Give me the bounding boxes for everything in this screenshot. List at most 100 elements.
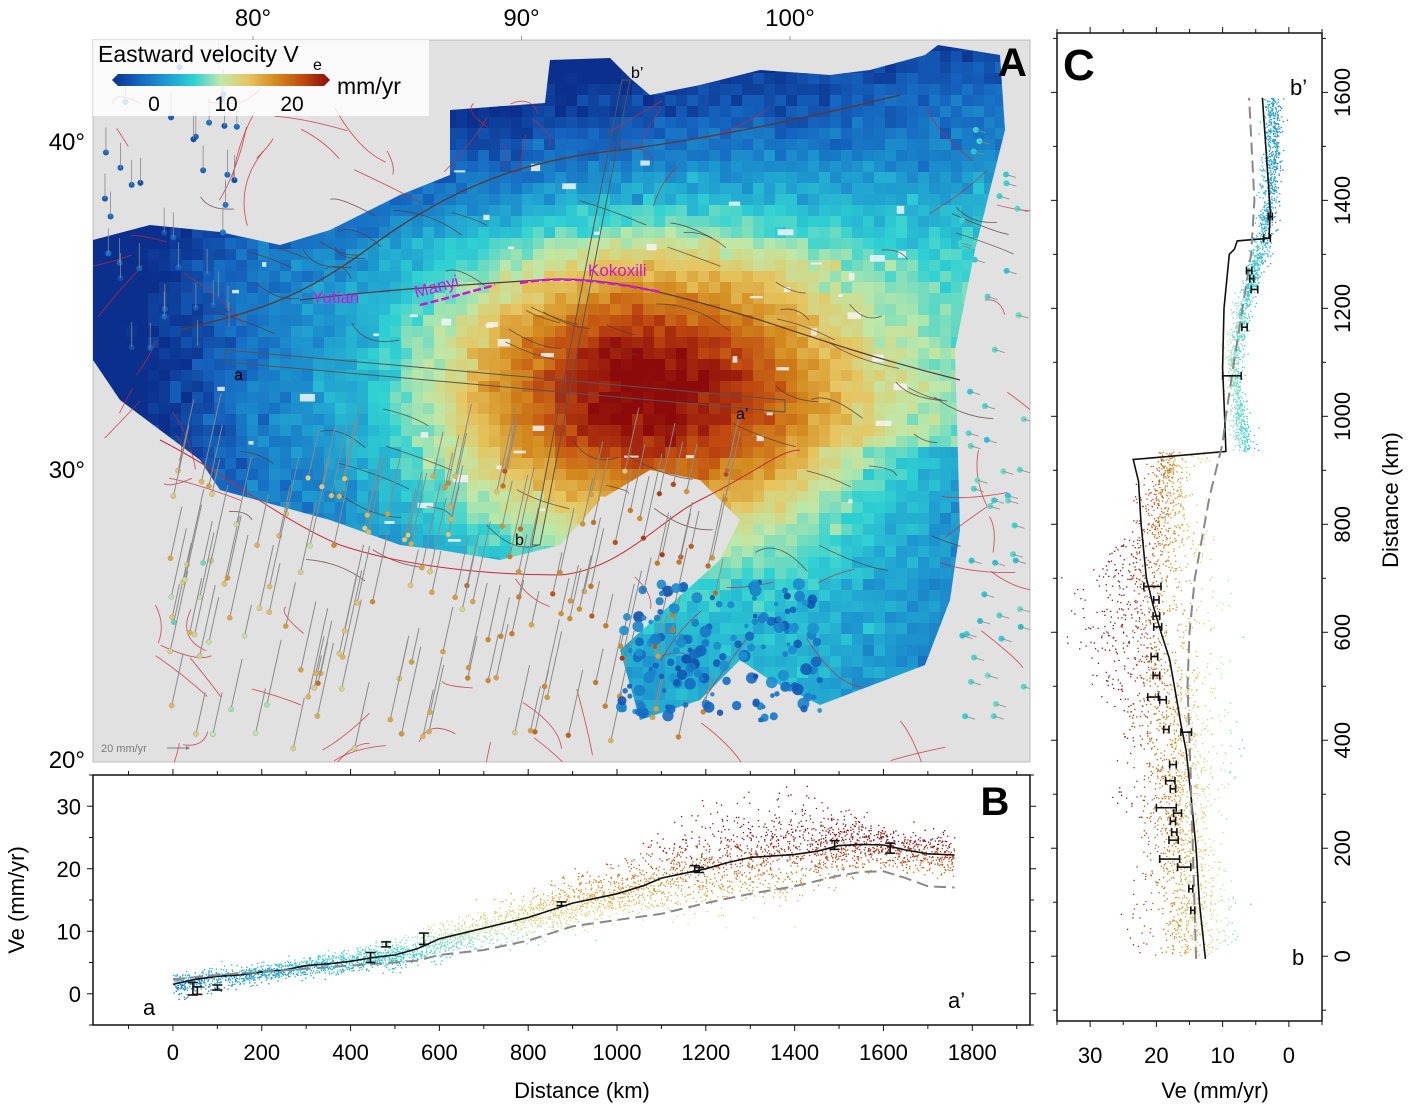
velocity-cell	[93, 238, 105, 250]
velocity-cell	[984, 172, 996, 184]
velocity-cell	[346, 348, 358, 360]
velocity-cell	[599, 106, 611, 118]
velocity-cell	[819, 238, 831, 250]
velocity-cell	[753, 601, 765, 613]
velocity-cell	[632, 414, 644, 426]
velocity-cell	[489, 348, 501, 360]
velocity-cell	[335, 238, 347, 250]
velocity-cell	[280, 271, 292, 283]
velocity-cell	[797, 238, 809, 250]
velocity-cell	[764, 95, 776, 107]
velocity-cell	[786, 634, 798, 646]
velocity-cell	[181, 414, 193, 426]
velocity-cell	[577, 117, 589, 129]
velocity-cell	[731, 601, 743, 613]
velocity-cell	[555, 414, 567, 426]
velocity-cell	[412, 524, 424, 536]
velocity-cell	[885, 425, 897, 437]
velocity-cell	[401, 282, 413, 294]
velocity-cell	[797, 447, 809, 459]
velocity-cell	[731, 612, 743, 624]
velocity-cell	[104, 238, 116, 250]
velocity-cell	[896, 348, 908, 360]
velocity-cell	[566, 425, 578, 437]
velocity-cell	[522, 128, 534, 140]
velocity-cell	[533, 447, 545, 459]
velocity-cell	[984, 128, 996, 140]
velocity-cell	[819, 568, 831, 580]
velocity-cell	[467, 260, 479, 272]
velocity-cell	[929, 513, 941, 525]
velocity-cell	[874, 480, 886, 492]
velocity-cell	[654, 623, 666, 635]
velocity-cell	[577, 425, 589, 437]
velocity-cell	[291, 348, 303, 360]
velocity-cell	[412, 348, 424, 360]
velocity-cell	[302, 326, 314, 338]
velocity-cell	[445, 216, 457, 228]
velocity-cell	[104, 348, 116, 360]
velocity-cell	[456, 194, 468, 206]
velocity-cell	[203, 436, 215, 448]
velocity-cell	[962, 95, 974, 107]
velocity-cell	[599, 337, 611, 349]
velocity-cell	[709, 139, 721, 151]
velocity-cell	[423, 524, 435, 536]
velocity-cell	[577, 194, 589, 206]
velocity-cell	[280, 480, 292, 492]
velocity-cell	[324, 282, 336, 294]
velocity-cell	[830, 271, 842, 283]
velocity-cell	[720, 106, 732, 118]
velocity-cell	[962, 128, 974, 140]
velocity-cell	[742, 117, 754, 129]
velocity-cell	[896, 271, 908, 283]
velocity-cell	[412, 326, 424, 338]
velocity-cell	[577, 381, 589, 393]
velocity-cell	[874, 205, 886, 217]
velocity-cell	[786, 491, 798, 503]
velocity-cell	[445, 249, 457, 261]
velocity-cell	[379, 271, 391, 283]
velocity-cell	[654, 260, 666, 272]
velocity-cell	[720, 381, 732, 393]
velocity-cell	[874, 667, 886, 679]
velocity-cell	[621, 84, 633, 96]
velocity-cell	[511, 183, 523, 195]
velocity-cell	[192, 282, 204, 294]
velocity-cell	[555, 304, 567, 316]
velocity-cell	[764, 106, 776, 118]
velocity-cell	[434, 359, 446, 371]
velocity-cell	[874, 293, 886, 305]
velocity-cell	[566, 326, 578, 338]
velocity-cell	[907, 491, 919, 503]
velocity-cell	[379, 293, 391, 305]
velocity-cell	[808, 513, 820, 525]
velocity-cell	[764, 183, 776, 195]
velocity-cell	[896, 623, 908, 635]
velocity-cell	[522, 458, 534, 470]
velocity-cell	[676, 194, 688, 206]
velocity-cell	[500, 458, 512, 470]
velocity-cell	[819, 84, 831, 96]
velocity-cell	[896, 667, 908, 679]
velocity-cell	[379, 513, 391, 525]
velocity-cell	[225, 458, 237, 470]
velocity-cell	[632, 205, 644, 217]
velocity-cell	[742, 95, 754, 107]
velocity-cell	[390, 447, 402, 459]
velocity-cell	[478, 370, 490, 382]
velocity-cell	[731, 524, 743, 536]
velocity-cell	[896, 403, 908, 415]
velocity-cell	[511, 106, 523, 118]
velocity-cell	[698, 194, 710, 206]
velocity-cell	[588, 227, 600, 239]
velocity-cell	[863, 601, 875, 613]
velocity-cell	[423, 436, 435, 448]
velocity-cell	[588, 370, 600, 382]
velocity-cell	[522, 414, 534, 426]
velocity-cell	[819, 161, 831, 173]
velocity-cell	[445, 370, 457, 382]
velocity-cell	[544, 403, 556, 415]
velocity-cell	[808, 282, 820, 294]
velocity-cell	[533, 348, 545, 360]
